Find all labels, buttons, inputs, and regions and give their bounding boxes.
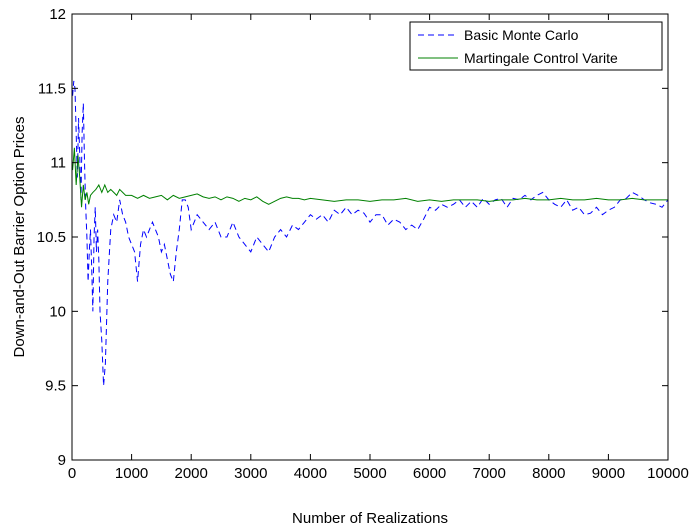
ticks-layer (71, 13, 669, 461)
x-axis-label: Number of Realizations (292, 510, 448, 527)
x-tick-label: 6000 (413, 465, 446, 482)
legend-box (409, 21, 663, 71)
series-layer (72, 80, 669, 386)
series-line-basic-monte-carlo (72, 80, 669, 386)
x-tick-label: 3000 (234, 465, 267, 482)
y-tick-labels: 9 9.5 10 10.5 11 11.5 12 (37, 6, 66, 469)
y-tick-label: 10.5 (37, 229, 66, 246)
y-tick-label: 12 (49, 6, 66, 23)
x-tick-label: 0 (68, 465, 76, 482)
x-tick-label: 9000 (592, 465, 625, 482)
x-tick-label: 7000 (473, 465, 506, 482)
x-tick-label: 10000 (647, 465, 689, 482)
plot-area (72, 14, 668, 460)
legend: Basic Monte Carlo Martingale Control Var… (409, 21, 663, 71)
legend-label-martingale-control-varite: Martingale Control Varite (464, 50, 618, 66)
y-tick-label: 11 (50, 155, 66, 172)
x-tick-labels: 0 1000 2000 3000 4000 5000 6000 7000 8000 9000 100… (68, 465, 689, 482)
y-tick-label: 9 (58, 452, 66, 469)
y-tick-label: 9.5 (45, 378, 66, 395)
x-tick-label: 5000 (353, 465, 386, 482)
x-tick-label: 1000 (115, 465, 148, 482)
legend-label-basic-monte-carlo: Basic Monte Carlo (464, 27, 579, 43)
series-line-martingale-control-varite (72, 147, 668, 208)
x-tick-label: 8000 (532, 465, 565, 482)
x-tick-label: 2000 (175, 465, 208, 482)
y-axis-label: Down-and-Out Barrier Option Prices (11, 117, 28, 358)
y-tick-label: 10 (49, 303, 66, 320)
x-tick-label: 4000 (294, 465, 327, 482)
y-tick-label: 11.5 (38, 80, 66, 97)
